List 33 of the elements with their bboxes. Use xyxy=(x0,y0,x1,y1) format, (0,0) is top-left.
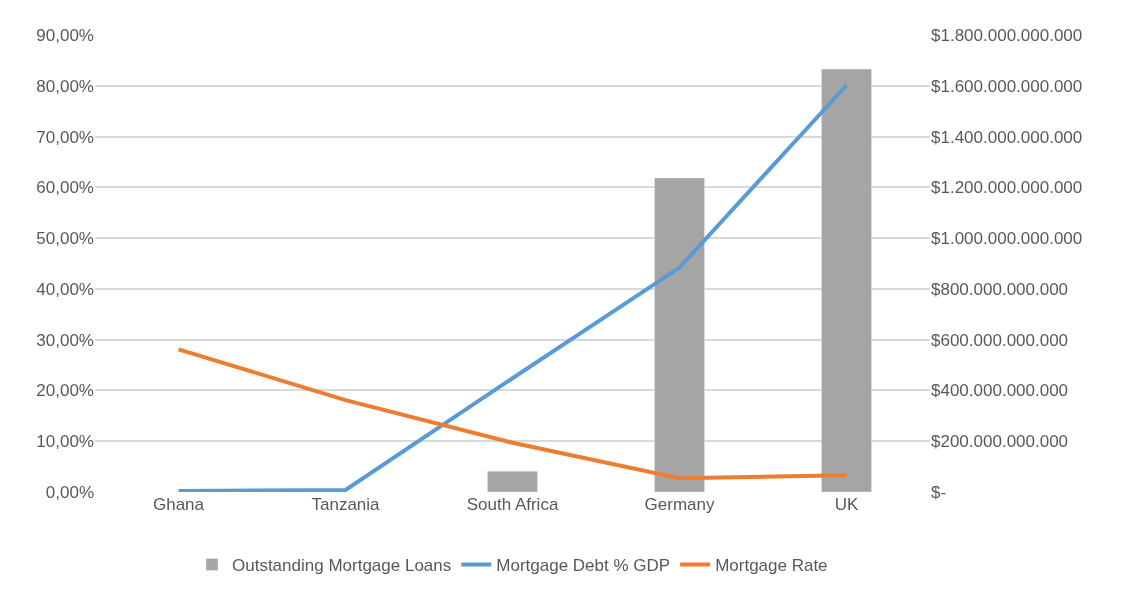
y2-tick-label: $1.600.000.000.000 xyxy=(931,76,1083,96)
legend-label: Outstanding Mortgage Loans xyxy=(232,556,452,576)
y-tick-label: 0,00% xyxy=(45,482,94,502)
y2-tick-label: $200.000.000.000 xyxy=(931,432,1069,452)
y2-tick-label: $1.200.000.000.000 xyxy=(931,178,1083,198)
y-tick-label: 60,00% xyxy=(36,178,94,198)
y-tick-label: 40,00% xyxy=(36,279,94,299)
y-tick-label: 70,00% xyxy=(36,127,94,147)
bar xyxy=(654,177,705,492)
bar xyxy=(821,68,872,492)
line-series xyxy=(176,83,849,492)
y-tick-label: 50,00% xyxy=(36,229,94,249)
y-tick-label: 90,00% xyxy=(36,25,94,45)
y-tick-label: 80,00% xyxy=(36,76,94,96)
y2-tick-label: $600.000.000.000 xyxy=(931,330,1069,350)
x-tick-label: Germany xyxy=(644,495,715,514)
y-tick-label: 20,00% xyxy=(36,381,94,401)
y-tick-label: 10,00% xyxy=(36,432,94,452)
x-tick-label: Ghana xyxy=(152,495,205,514)
x-tick-label: UK xyxy=(834,495,859,514)
x-tick-label: South Africa xyxy=(466,495,559,514)
y2-tick-label: $800.000.000.000 xyxy=(931,279,1069,299)
line-series xyxy=(176,347,849,481)
legend-label: Mortgage Rate xyxy=(715,556,828,576)
y2-tick-label: $400.000.000.000 xyxy=(931,381,1069,401)
bar xyxy=(487,470,538,492)
y2-tick-label: $1.000.000.000.000 xyxy=(931,229,1083,249)
y2-tick-label: $- xyxy=(931,482,947,502)
x-tick-label: Tanzania xyxy=(311,495,381,514)
y2-tick-label: $1.400.000.000.000 xyxy=(931,127,1083,147)
y2-tick-label: $1.800.000.000.000 xyxy=(931,25,1083,45)
y-tick-label: 30,00% xyxy=(36,330,94,350)
legend-label: Mortgage Debt % GDP xyxy=(496,556,671,576)
